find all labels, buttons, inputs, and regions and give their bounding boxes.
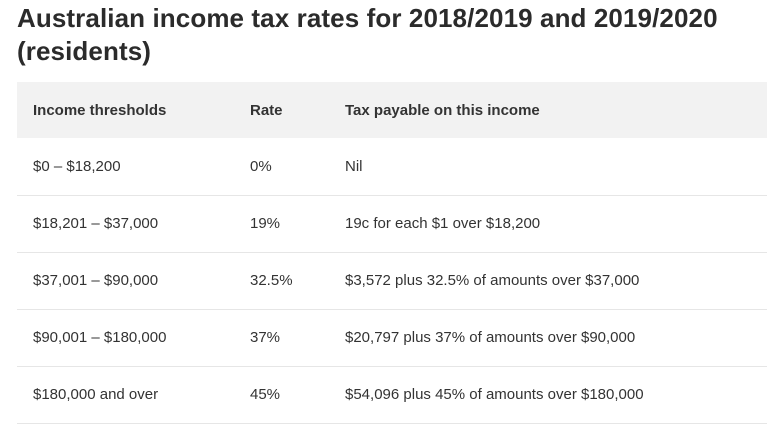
table-row: $18,201 – $37,000 19% 19c for each $1 ov… bbox=[17, 195, 767, 252]
table-row: $0 – $18,200 0% Nil bbox=[17, 138, 767, 195]
tax-rates-table: Income thresholds Rate Tax payable on th… bbox=[17, 82, 767, 424]
tax-payable-cell: Nil bbox=[345, 157, 363, 175]
rate-cell: 0% bbox=[250, 157, 272, 175]
tax-payable-cell: $54,096 plus 45% of amounts over $180,00… bbox=[345, 386, 644, 403]
income-threshold-cell: $0 – $18,200 bbox=[33, 157, 121, 175]
column-header-tax-payable: Tax payable on this income bbox=[345, 101, 540, 119]
table-header-row: Income thresholds Rate Tax payable on th… bbox=[17, 82, 767, 138]
column-header-rate: Rate bbox=[250, 101, 283, 119]
income-threshold-cell: $90,001 – $180,000 bbox=[33, 329, 167, 346]
table-row: $90,001 – $180,000 37% $20,797 plus 37% … bbox=[17, 309, 767, 366]
table-row: $37,001 – $90,000 32.5% $3,572 plus 32.5… bbox=[17, 252, 767, 309]
table-body: $0 – $18,200 0% Nil $18,201 – $37,000 19… bbox=[17, 138, 767, 423]
tax-payable-cell: 19c for each $1 over $18,200 bbox=[345, 215, 541, 232]
rate-cell: 19% bbox=[250, 215, 281, 232]
page-title: Australian income tax rates for 2018/201… bbox=[17, 3, 718, 66]
table-header: Income thresholds Rate Tax payable on th… bbox=[17, 82, 767, 138]
rate-cell: 32.5% bbox=[250, 272, 293, 289]
tax-payable-cell: $3,572 plus 32.5% of amounts over $37,00… bbox=[345, 272, 640, 289]
table-row: $180,000 and over 45% $54,096 plus 45% o… bbox=[17, 366, 767, 423]
income-threshold-cell: $37,001 – $90,000 bbox=[33, 272, 159, 289]
income-threshold-cell: $180,000 and over bbox=[33, 386, 159, 403]
rate-cell: 45% bbox=[250, 386, 281, 403]
column-header-income-thresholds: Income thresholds bbox=[33, 101, 167, 119]
income-threshold-cell: $18,201 – $37,000 bbox=[33, 215, 159, 232]
tax-payable-cell: $20,797 plus 37% of amounts over $90,000 bbox=[345, 329, 636, 346]
rate-cell: 37% bbox=[250, 329, 281, 346]
